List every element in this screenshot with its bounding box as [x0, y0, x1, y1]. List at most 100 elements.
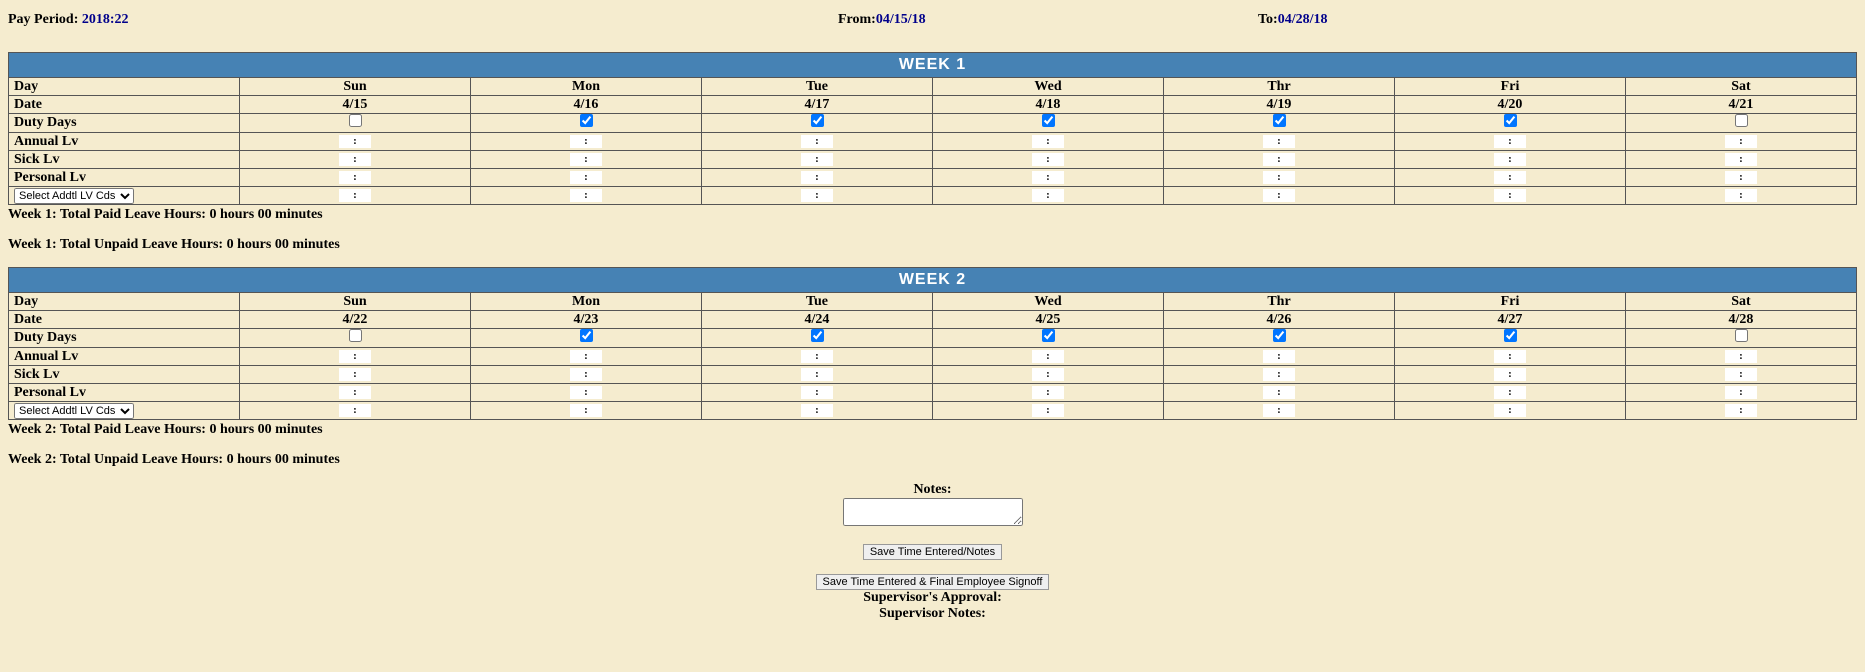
sick-hours-input[interactable] — [1494, 368, 1508, 381]
personal-hours-input[interactable] — [570, 386, 584, 399]
annual-hours-input[interactable] — [570, 135, 584, 148]
personal-hours-input[interactable] — [1494, 386, 1508, 399]
addtl-hours-input[interactable] — [570, 404, 584, 417]
personal-mins-input[interactable] — [819, 386, 833, 399]
addtl-hours-input[interactable] — [1263, 189, 1277, 202]
personal-mins-input[interactable] — [1512, 171, 1526, 184]
personal-hours-input[interactable] — [1032, 386, 1046, 399]
sick-mins-input[interactable] — [1743, 153, 1757, 166]
annual-hours-input[interactable] — [1032, 135, 1046, 148]
sick-hours-input[interactable] — [339, 153, 353, 166]
personal-hours-input[interactable] — [1725, 171, 1739, 184]
sick-mins-input[interactable] — [819, 153, 833, 166]
sick-mins-input[interactable] — [819, 368, 833, 381]
annual-mins-input[interactable] — [1512, 350, 1526, 363]
annual-hours-input[interactable] — [1032, 350, 1046, 363]
sick-mins-input[interactable] — [588, 368, 602, 381]
save-time-notes-button[interactable]: Save Time Entered/Notes — [863, 544, 1002, 560]
duty-day-checkbox[interactable] — [1504, 114, 1517, 127]
personal-hours-input[interactable] — [570, 171, 584, 184]
annual-hours-input[interactable] — [1494, 350, 1508, 363]
sick-hours-input[interactable] — [1725, 368, 1739, 381]
annual-mins-input[interactable] — [357, 350, 371, 363]
personal-hours-input[interactable] — [801, 171, 815, 184]
annual-mins-input[interactable] — [1281, 135, 1295, 148]
personal-mins-input[interactable] — [1743, 386, 1757, 399]
sick-hours-input[interactable] — [339, 368, 353, 381]
annual-mins-input[interactable] — [1512, 135, 1526, 148]
annual-hours-input[interactable] — [339, 135, 353, 148]
personal-mins-input[interactable] — [1281, 386, 1295, 399]
addtl-lv-select[interactable]: Select Addtl LV Cds — [14, 188, 134, 204]
personal-hours-input[interactable] — [1263, 386, 1277, 399]
annual-hours-input[interactable] — [1263, 350, 1277, 363]
sick-hours-input[interactable] — [1032, 368, 1046, 381]
addtl-mins-input[interactable] — [1512, 404, 1526, 417]
annual-hours-input[interactable] — [1494, 135, 1508, 148]
personal-mins-input[interactable] — [588, 386, 602, 399]
annual-hours-input[interactable] — [570, 350, 584, 363]
annual-mins-input[interactable] — [1050, 135, 1064, 148]
duty-day-checkbox[interactable] — [580, 114, 593, 127]
sick-mins-input[interactable] — [1050, 153, 1064, 166]
personal-hours-input[interactable] — [1494, 171, 1508, 184]
annual-mins-input[interactable] — [819, 135, 833, 148]
sick-hours-input[interactable] — [1032, 153, 1046, 166]
addtl-hours-input[interactable] — [1032, 404, 1046, 417]
duty-day-checkbox[interactable] — [1273, 114, 1286, 127]
personal-hours-input[interactable] — [1032, 171, 1046, 184]
sick-hours-input[interactable] — [1263, 153, 1277, 166]
sick-hours-input[interactable] — [570, 368, 584, 381]
addtl-mins-input[interactable] — [1743, 189, 1757, 202]
addtl-hours-input[interactable] — [339, 404, 353, 417]
annual-mins-input[interactable] — [1050, 350, 1064, 363]
addtl-mins-input[interactable] — [1050, 189, 1064, 202]
sick-mins-input[interactable] — [588, 153, 602, 166]
addtl-hours-input[interactable] — [339, 189, 353, 202]
duty-day-checkbox[interactable] — [349, 329, 362, 342]
personal-hours-input[interactable] — [1263, 171, 1277, 184]
sick-mins-input[interactable] — [1281, 153, 1295, 166]
sick-hours-input[interactable] — [1725, 153, 1739, 166]
personal-hours-input[interactable] — [339, 171, 353, 184]
sick-mins-input[interactable] — [1050, 368, 1064, 381]
sick-hours-input[interactable] — [801, 368, 815, 381]
personal-mins-input[interactable] — [1743, 171, 1757, 184]
sick-mins-input[interactable] — [357, 368, 371, 381]
addtl-hours-input[interactable] — [1263, 404, 1277, 417]
sick-hours-input[interactable] — [1494, 153, 1508, 166]
personal-mins-input[interactable] — [1281, 171, 1295, 184]
addtl-hours-input[interactable] — [801, 189, 815, 202]
personal-hours-input[interactable] — [339, 386, 353, 399]
annual-hours-input[interactable] — [339, 350, 353, 363]
personal-mins-input[interactable] — [1512, 386, 1526, 399]
personal-mins-input[interactable] — [1050, 386, 1064, 399]
addtl-hours-input[interactable] — [570, 189, 584, 202]
addtl-hours-input[interactable] — [1032, 189, 1046, 202]
annual-hours-input[interactable] — [1725, 350, 1739, 363]
sick-hours-input[interactable] — [1263, 368, 1277, 381]
personal-mins-input[interactable] — [357, 386, 371, 399]
addtl-hours-input[interactable] — [1725, 189, 1739, 202]
addtl-mins-input[interactable] — [1281, 189, 1295, 202]
addtl-mins-input[interactable] — [1743, 404, 1757, 417]
addtl-mins-input[interactable] — [819, 189, 833, 202]
annual-mins-input[interactable] — [588, 350, 602, 363]
sick-mins-input[interactable] — [1281, 368, 1295, 381]
sick-mins-input[interactable] — [1743, 368, 1757, 381]
addtl-hours-input[interactable] — [1494, 189, 1508, 202]
personal-hours-input[interactable] — [801, 386, 815, 399]
addtl-mins-input[interactable] — [588, 189, 602, 202]
sick-hours-input[interactable] — [570, 153, 584, 166]
sick-mins-input[interactable] — [357, 153, 371, 166]
annual-mins-input[interactable] — [1743, 135, 1757, 148]
notes-textarea[interactable] — [843, 498, 1023, 526]
personal-mins-input[interactable] — [357, 171, 371, 184]
duty-day-checkbox[interactable] — [1504, 329, 1517, 342]
annual-hours-input[interactable] — [1725, 135, 1739, 148]
duty-day-checkbox[interactable] — [811, 329, 824, 342]
addtl-mins-input[interactable] — [357, 404, 371, 417]
annual-mins-input[interactable] — [588, 135, 602, 148]
duty-day-checkbox[interactable] — [580, 329, 593, 342]
annual-mins-input[interactable] — [1743, 350, 1757, 363]
